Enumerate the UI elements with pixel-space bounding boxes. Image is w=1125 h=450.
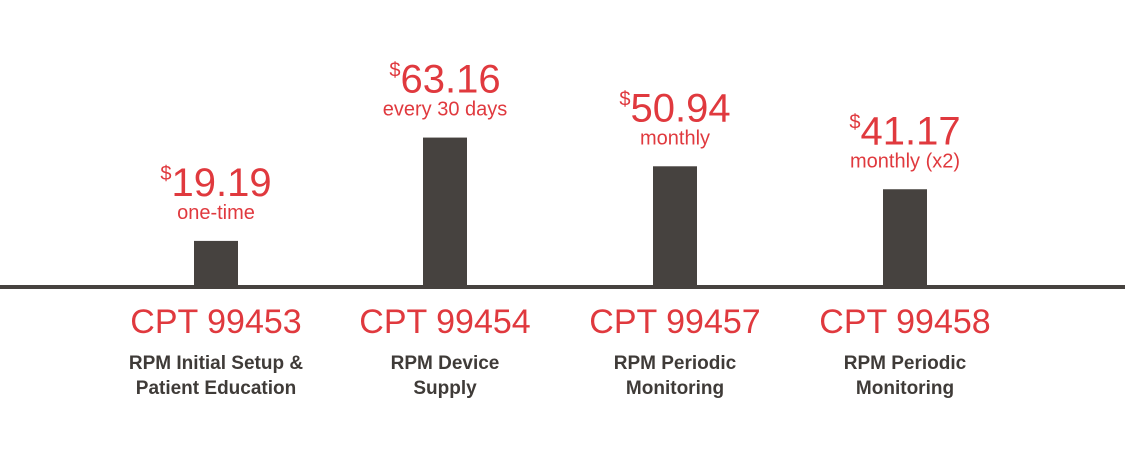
frequency-label-4: monthly (x2)	[850, 150, 960, 172]
frequency-label-2: every 30 days	[383, 99, 508, 121]
description-line-2-1: RPM Device	[391, 353, 500, 374]
description-line-4-2: Monitoring	[856, 378, 954, 399]
price-label-1: $19.19	[160, 161, 271, 205]
bar-1	[194, 240, 238, 286]
cpt-code-1: CPT 99453	[130, 303, 301, 341]
currency-symbol: $	[619, 88, 630, 110]
price-label-2: $63.16	[389, 58, 500, 102]
price-value: 41.17	[861, 109, 961, 153]
description-line-1-2: Patient Education	[136, 378, 296, 399]
frequency-label-1: one-time	[177, 202, 255, 224]
bar-4	[883, 189, 927, 286]
price-value: 63.16	[401, 58, 501, 102]
price-label-3: $50.94	[619, 86, 730, 130]
description-line-3-2: Monitoring	[626, 378, 724, 399]
description-line-1-1: RPM Initial Setup &	[129, 353, 303, 374]
currency-symbol: $	[849, 111, 860, 133]
currency-symbol: $	[389, 60, 400, 82]
description-line-2-2: Supply	[413, 378, 477, 399]
currency-symbol: $	[160, 163, 171, 185]
bar-2	[423, 137, 467, 286]
description-line-3-1: RPM Periodic	[614, 353, 737, 374]
description-line-4-1: RPM Periodic	[844, 353, 967, 374]
frequency-label-3: monthly	[640, 127, 710, 149]
price-label-4: $41.17	[849, 109, 960, 153]
cpt-code-2: CPT 99454	[359, 303, 530, 341]
price-value: 19.19	[172, 161, 272, 205]
cpt-code-4: CPT 99458	[819, 303, 990, 341]
bar-3	[653, 166, 697, 286]
price-value: 50.94	[631, 86, 731, 130]
cpt-code-3: CPT 99457	[589, 303, 760, 341]
